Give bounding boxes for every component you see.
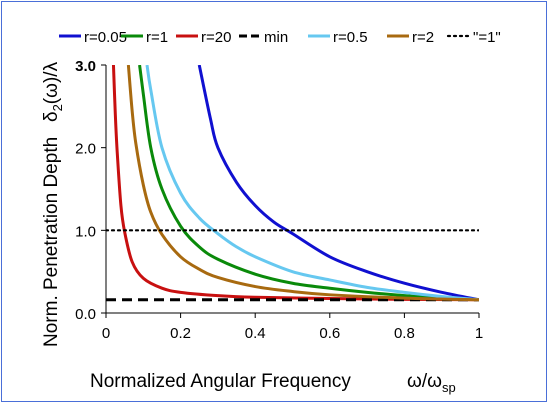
legend-label-min: min (264, 29, 288, 46)
x-tick-label: 1 (475, 325, 483, 342)
series-line-r-0-5 (145, 65, 479, 302)
y-tick-label: 2.0 (75, 141, 96, 158)
legend-label-r-20: r=20 (201, 29, 231, 46)
x-ticks: 0 0.2 0.4 0.6 0.8 1 (102, 313, 483, 342)
legend-label-r-0-5: r=0.5 (333, 29, 368, 46)
y-axis-symbol: δ2(ω)/λ (41, 61, 65, 122)
y-tick-label: 1.0 (75, 223, 96, 240)
series-line-r-20 (111, 65, 479, 302)
y-axis-symbol-main: δ (41, 111, 62, 122)
series-layer (106, 65, 479, 302)
legend-label-r-0-05: r=0.05 (84, 29, 127, 46)
legend-label-r-2: r=2 (412, 29, 434, 46)
y-ticks: 0.0 1.0 2.0 3.0 (75, 58, 106, 323)
x-tick-label: 0 (102, 325, 110, 342)
legend-label-r-1: r=1 (146, 29, 168, 46)
series-line-r-2 (126, 65, 479, 302)
y-axis-label: Norm. Penetration Depth (41, 137, 62, 347)
series-line-r-0-05 (197, 65, 479, 302)
x-axis-label: Normalized Angular Frequency (90, 371, 351, 392)
x-axis-symbol: ω/ωsp (407, 371, 456, 395)
chart-frame: r=0.05 r=1 r=20 min r=0.5 r=2 "=1" 0 0.2 0.4 0.6 0… (1, 1, 547, 402)
x-tick-label: 0.6 (319, 325, 340, 342)
legend: r=0.05 r=1 r=20 min r=0.5 r=2 "=1" (59, 29, 501, 46)
x-axis-symbol-main: ω/ω (407, 371, 442, 392)
penetration-depth-chart: r=0.05 r=1 r=20 min r=0.5 r=2 "=1" 0 0.2 0.4 0.6 0… (41, 29, 501, 395)
series-line-r-1 (138, 65, 479, 302)
y-axis-symbol-sub: 2 (50, 104, 65, 111)
x-tick-label: 0.2 (170, 325, 191, 342)
legend-label-1: "=1" (473, 29, 501, 46)
x-axis-symbol-sub: sp (442, 380, 456, 395)
x-tick-label: 0.4 (245, 325, 266, 342)
y-tick-label: 3.0 (75, 58, 96, 75)
y-tick-label: 0.0 (75, 306, 96, 323)
y-axis-symbol-rest: (ω)/λ (41, 61, 62, 104)
x-tick-label: 0.8 (394, 325, 415, 342)
